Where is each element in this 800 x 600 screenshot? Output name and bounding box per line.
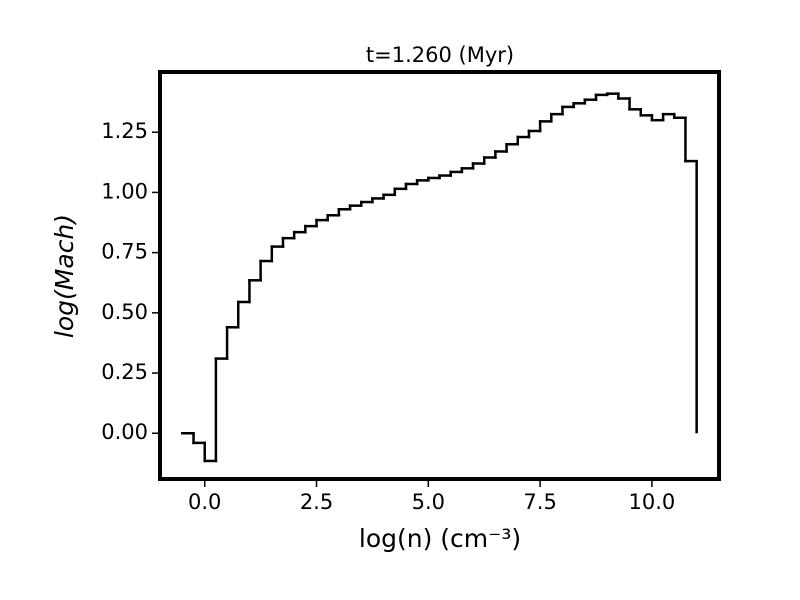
x-axis-label: log(n) (cm⁻³)	[359, 524, 521, 553]
y-tick-label: 0.50	[101, 300, 148, 324]
y-tick-label: 0.00	[101, 420, 148, 444]
x-tick-label: 0.0	[188, 490, 221, 514]
chart-title: t=1.260 (Myr)	[366, 43, 514, 67]
plot-frame	[158, 70, 721, 481]
x-tick-label: 2.5	[300, 490, 333, 514]
y-tick-label: 0.75	[101, 240, 148, 264]
y-tick-label: 0.25	[101, 360, 148, 384]
x-tick-label: 10.0	[629, 490, 676, 514]
x-tick-label: 7.5	[523, 490, 556, 514]
x-tick-label: 5.0	[412, 490, 445, 514]
y-axis-label: log(Mach)	[50, 214, 79, 338]
y-tick-label: 1.00	[101, 179, 148, 203]
y-tick-label: 1.25	[101, 119, 148, 143]
